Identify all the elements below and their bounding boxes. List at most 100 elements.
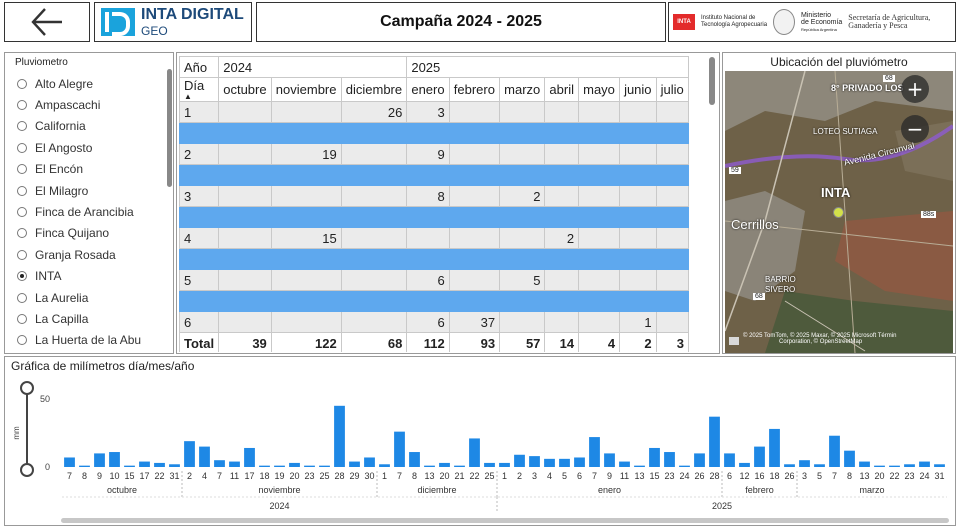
day-cell: 3: [179, 185, 220, 207]
highlight-cell: [655, 206, 689, 228]
month-header[interactable]: mayo: [578, 77, 621, 102]
station-list: Alto Alegre Ampascachi California El Angost…: [17, 73, 167, 351]
value-cell: [544, 311, 580, 333]
x-tick-label: 7: [832, 471, 837, 481]
station-option[interactable]: El Encón: [17, 159, 167, 180]
sort-ascending-icon: ▲: [184, 92, 192, 101]
station-option-label: La Aurelia: [35, 290, 89, 305]
radio-icon[interactable]: [17, 335, 27, 346]
station-option[interactable]: Finca Quijano: [17, 223, 167, 244]
chart-bar: [574, 457, 585, 467]
x-tick-label: 5: [562, 471, 567, 481]
back-button[interactable]: [4, 2, 90, 42]
slider-max-handle[interactable]: [20, 381, 34, 395]
radio-icon[interactable]: [17, 100, 27, 111]
satellite-map[interactable]: 8° PRIVADO LOS LOTEO SUTIAGA Avenida Cir…: [725, 71, 953, 353]
month-header[interactable]: julio: [655, 77, 689, 102]
station-list-panel: Pluviometro Alto Alegre Ampascachi Califor…: [4, 52, 174, 354]
station-option[interactable]: La Huerta de la Abu: [17, 330, 167, 351]
x-tick-label: 8: [847, 471, 852, 481]
radio-icon[interactable]: [17, 249, 27, 260]
radio-icon[interactable]: [17, 228, 27, 239]
chart-bar: [139, 461, 150, 467]
chart-bar: [469, 438, 480, 467]
chart-bar: [634, 465, 645, 467]
x-tick-label: 8: [82, 471, 87, 481]
station-option-label: Finca Quijano: [35, 226, 110, 241]
station-option[interactable]: California: [17, 116, 167, 137]
y-tick-label: 0: [45, 462, 50, 472]
zoom-out-button[interactable]: −: [901, 115, 929, 143]
x-tick-label: 20: [289, 471, 299, 481]
chart-bar: [169, 464, 180, 467]
radio-icon[interactable]: [17, 313, 27, 324]
chart-bar: [454, 465, 465, 467]
chart-bar: [154, 462, 165, 467]
highlight-row: [179, 290, 689, 312]
month-header[interactable]: octubre: [218, 77, 272, 102]
station-option[interactable]: Granja Rosada: [17, 244, 167, 265]
radio-icon[interactable]: [17, 185, 27, 196]
highlight-cell: [340, 122, 408, 144]
radio-selected-icon[interactable]: [17, 271, 27, 282]
station-option-label: El Milagro: [35, 183, 89, 198]
station-option[interactable]: Ampascachi: [17, 94, 167, 115]
table-scrollbar[interactable]: [709, 57, 715, 105]
table-row: 3 8 2: [179, 185, 689, 207]
station-option[interactable]: El Angosto: [17, 137, 167, 158]
station-option[interactable]: Alto Alegre: [17, 73, 167, 94]
value-cell: [499, 227, 546, 249]
brand-sub: GEO: [141, 24, 168, 38]
highlight-cell: [406, 248, 450, 270]
chart-horizontal-scrollbar[interactable]: [61, 518, 949, 523]
month-header[interactable]: junio: [619, 77, 657, 102]
total-row: Total 39 122 68 112 93 57 14 4 2 3: [179, 332, 689, 352]
year-header-2024[interactable]: 2024: [218, 56, 408, 78]
rain-gauge-location-pin[interactable]: [833, 207, 844, 218]
month-header[interactable]: enero: [406, 77, 450, 102]
station-option[interactable]: El Milagro: [17, 180, 167, 201]
chart-bar: [544, 458, 555, 467]
year-header-2025[interactable]: 2025: [406, 56, 689, 78]
x-tick-label: 11: [620, 471, 629, 481]
station-option[interactable]: La Capilla: [17, 308, 167, 329]
radio-icon[interactable]: [17, 142, 27, 153]
station-option[interactable]: Finca de Arancibia: [17, 201, 167, 222]
month-header[interactable]: diciembre: [340, 77, 408, 102]
value-cell: 6: [406, 269, 450, 291]
value-cell: [578, 101, 621, 123]
radio-icon[interactable]: [17, 78, 27, 89]
month-header[interactable]: abril: [544, 77, 580, 102]
station-list-scrollbar[interactable]: [167, 69, 172, 187]
value-cell: [544, 269, 580, 291]
radio-icon[interactable]: [17, 207, 27, 218]
station-option[interactable]: La Aurelia: [17, 287, 167, 308]
month-header[interactable]: noviembre: [270, 77, 342, 102]
value-cell: [218, 269, 272, 291]
chart-bar: [364, 457, 375, 467]
month-header[interactable]: febrero: [448, 77, 501, 102]
x-tick-label: 7: [67, 471, 72, 481]
value-cell: [655, 143, 689, 165]
highlight-cell: [270, 290, 342, 312]
chart-bar: [709, 416, 720, 467]
value-cell: [544, 101, 580, 123]
radio-icon[interactable]: [17, 292, 27, 303]
page-title: Campaña 2024 - 2025: [380, 13, 542, 30]
chart-bar: [784, 464, 795, 467]
highlight-cell: [578, 248, 621, 270]
day-header[interactable]: Día ▲: [179, 77, 220, 102]
highlight-cell: [218, 122, 272, 144]
radio-icon[interactable]: [17, 121, 27, 132]
value-cell: [578, 269, 621, 291]
y-range-slider[interactable]: [20, 381, 34, 477]
x-tick-label: 1: [502, 471, 507, 481]
slider-min-handle[interactable]: [20, 463, 34, 477]
highlight-cell: [340, 248, 408, 270]
station-option[interactable]: INTA: [17, 266, 167, 287]
zoom-in-button[interactable]: +: [901, 75, 929, 103]
chart-bar: [679, 465, 690, 467]
radio-icon[interactable]: [17, 164, 27, 175]
month-header[interactable]: marzo: [499, 77, 546, 102]
value-cell: [578, 311, 621, 333]
